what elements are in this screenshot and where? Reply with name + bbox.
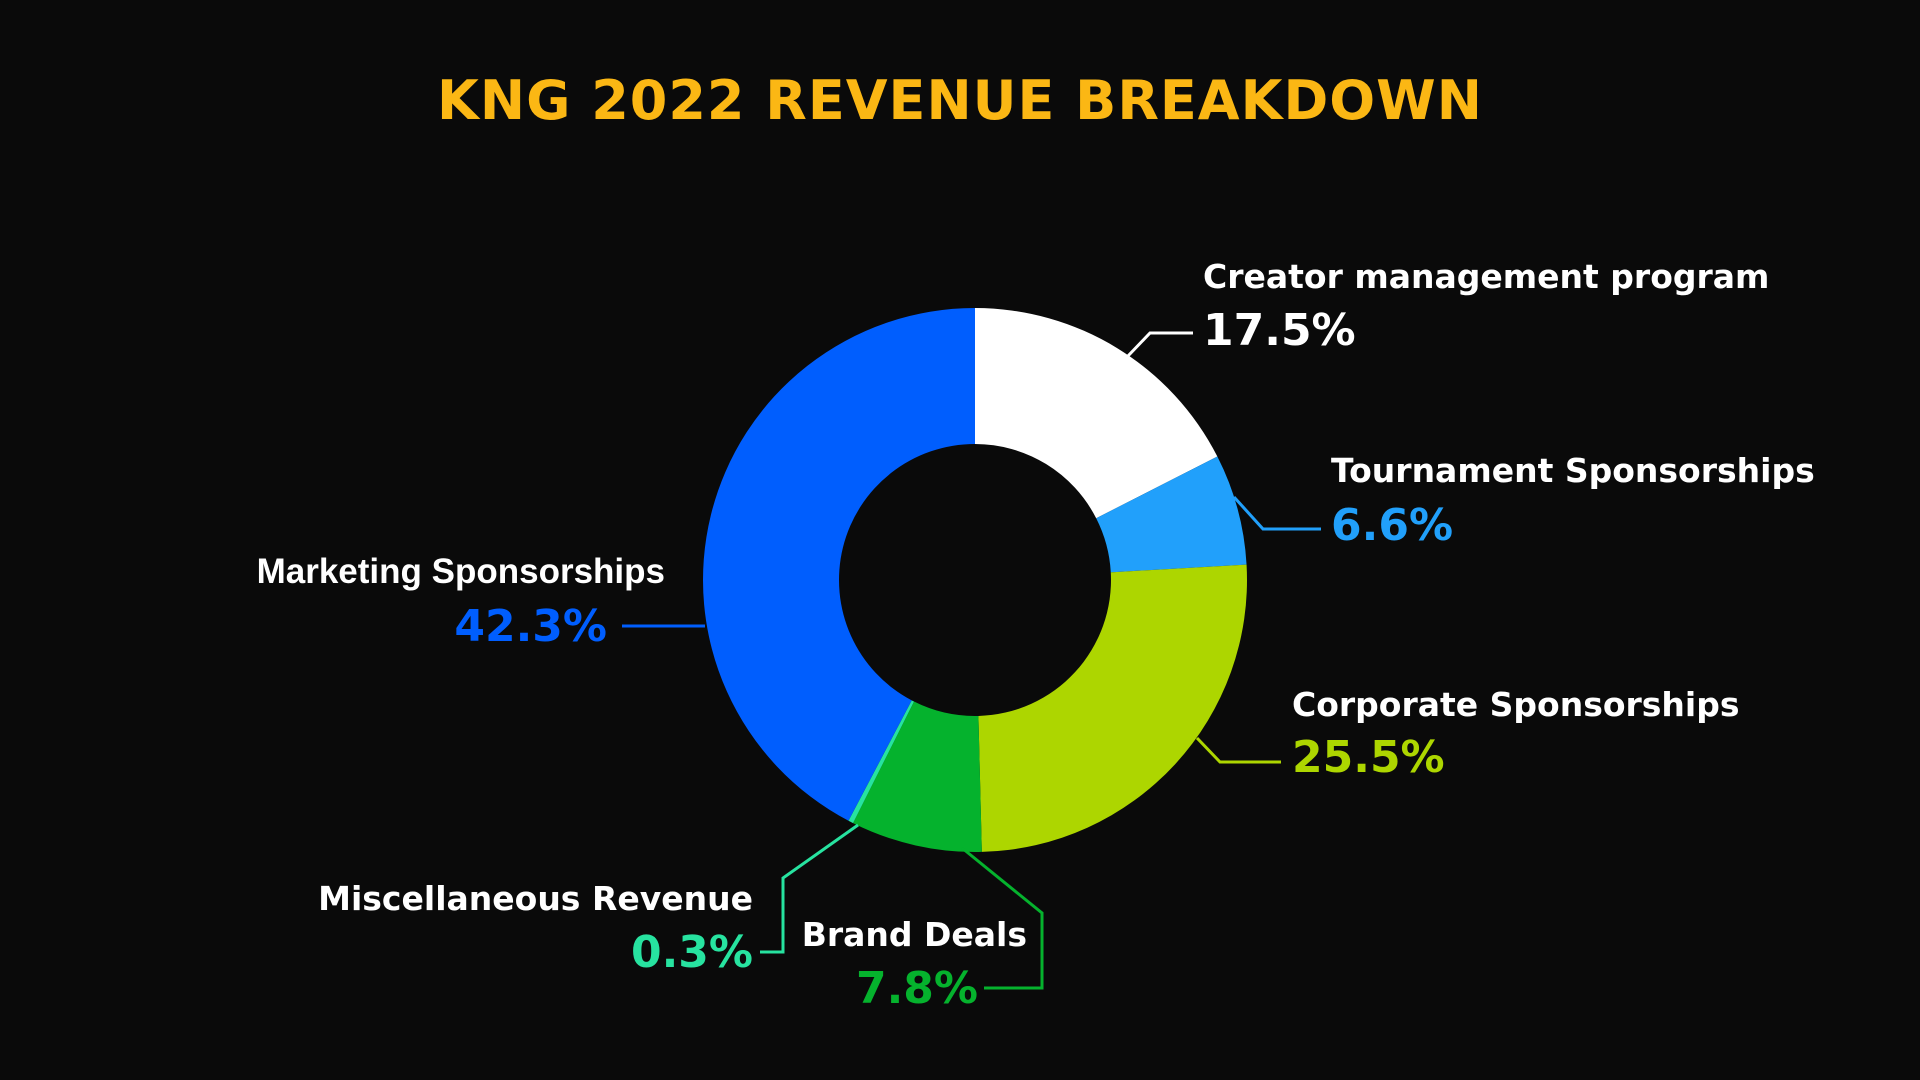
donut-slice-5 (848, 700, 915, 824)
leader-line-2 (1232, 495, 1321, 531)
donut-slice-2 (1096, 456, 1247, 573)
chart-title: KNG 2022 REVENUE BREAKDOWN (437, 69, 1483, 132)
slice-value-2: 6.6% (1331, 500, 1453, 551)
slice-label-4: Brand Deals (802, 915, 1027, 954)
donut-slice-3 (978, 564, 1247, 852)
slice-label-2: Tournament Sponsorships (1331, 451, 1815, 490)
slice-label-6: Marketing Sponsorships (257, 552, 665, 591)
slice-value-6: 42.3% (454, 601, 607, 652)
slice-value-1: 17.5% (1203, 305, 1356, 356)
donut-slice-4 (853, 701, 982, 852)
donut-slice-1 (975, 308, 1218, 519)
leader-line-3 (1195, 736, 1281, 764)
leader-line-5 (760, 823, 859, 954)
slice-label-5: Miscellaneous Revenue (318, 879, 753, 918)
slice-label-1: Creator management program (1203, 257, 1769, 296)
leader-line-1 (1125, 331, 1193, 359)
slice-value-4: 7.8% (856, 963, 978, 1014)
donut-slice-6 (703, 308, 975, 821)
slice-label-3: Corporate Sponsorships (1292, 685, 1740, 724)
leader-line-4 (961, 846, 1044, 990)
slice-value-3: 25.5% (1292, 732, 1445, 783)
slice-value-5: 0.3% (631, 927, 753, 978)
